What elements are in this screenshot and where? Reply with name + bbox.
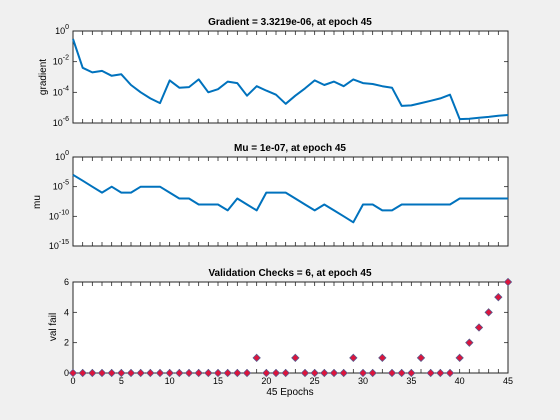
mu-title: Mu = 1e-07, at epoch 45 [234,143,346,154]
val-title: Validation Checks = 6, at epoch 45 [208,268,372,279]
val-y-tick-label: 0 [64,368,69,378]
val-x-tick-label: 30 [358,376,368,386]
val-y-tick-label: 2 [64,338,69,348]
val-x-tick-label: 20 [261,376,271,386]
mu-axes [73,157,508,246]
val-x-tick-label: 40 [455,376,465,386]
val-x-tick-label: 15 [213,376,223,386]
val-axes [73,282,508,373]
val-x-tick-label: 35 [406,376,416,386]
mu-y-label: mu [32,195,43,209]
gradient-title: Gradient = 3.3219e-06, at epoch 45 [208,17,372,28]
val-x-tick-label: 25 [310,376,320,386]
gradient-y-label: gradient [38,59,49,95]
val-x-tick-label: 5 [119,376,124,386]
val-x-tick-label: 0 [70,376,75,386]
val-y-tick-label: 4 [64,307,69,317]
val-x-tick-label: 45 [503,376,513,386]
val-x-tick-label: 10 [165,376,175,386]
gradient-axes [73,31,508,123]
val-y-label: val fail [48,313,59,341]
val-x-label: 45 Epochs [266,387,313,398]
val-y-tick-label: 6 [64,277,69,287]
